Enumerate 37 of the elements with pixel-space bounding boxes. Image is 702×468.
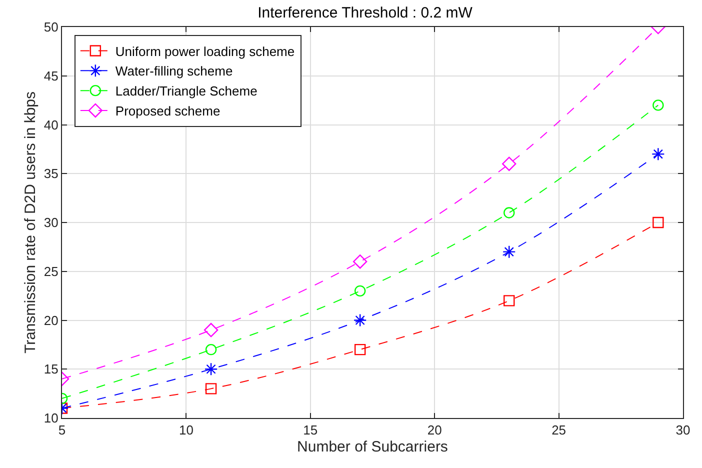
x-tick-label: 15 — [303, 422, 318, 438]
y-tick-label: 20 — [44, 312, 58, 328]
x-tick-label: 20 — [427, 422, 442, 438]
y-tick-label: 15 — [44, 362, 58, 377]
point — [502, 245, 516, 258]
point — [652, 147, 665, 161]
y-tick-label: 35 — [44, 166, 58, 182]
point — [352, 254, 368, 269]
point — [205, 383, 217, 394]
chart-title: Interference Threshold : 0.2 mW — [258, 4, 474, 22]
point — [205, 344, 217, 356]
point — [504, 295, 515, 306]
legend-label: Water-filling scheme — [115, 64, 233, 79]
point — [204, 322, 218, 338]
x-tick-label: 25 — [552, 422, 566, 438]
point — [502, 156, 516, 171]
y-tick-label: 10 — [44, 410, 58, 426]
x-tick-label: 10 — [178, 422, 194, 438]
y-tick-label: 30 — [44, 215, 58, 230]
point — [652, 100, 664, 111]
legend-label: Uniform power loading scheme — [115, 44, 295, 59]
legend-label: Ladder/Triangle Scheme — [115, 84, 258, 99]
point — [354, 344, 366, 356]
y-tick-label: 45 — [44, 68, 58, 84]
legend-label: Proposed scheme — [115, 104, 220, 119]
y-tick-label: 40 — [44, 117, 58, 132]
y-tick-label: 50 — [44, 20, 58, 35]
y-tick-label: 25 — [44, 264, 58, 279]
point — [204, 362, 218, 376]
x-tick-label: 5 — [58, 422, 66, 438]
x-axis-title: Number of Subcarriers — [297, 438, 448, 456]
point — [504, 207, 515, 218]
point — [652, 216, 664, 228]
y-axis-title: Transmission rate of D2D users in kbps — [22, 91, 40, 354]
point — [354, 285, 366, 297]
x-tick-label: 30 — [676, 422, 690, 438]
point — [353, 314, 367, 327]
